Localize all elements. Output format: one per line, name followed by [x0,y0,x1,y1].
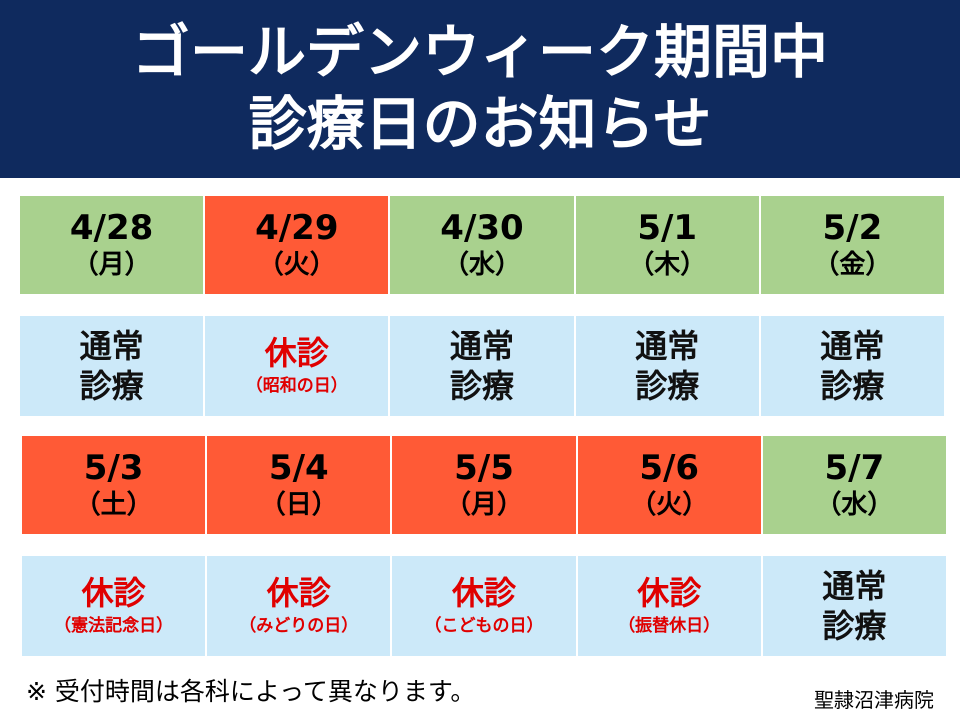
status-text: 通常 [820,327,885,365]
status-text: 診療 [449,367,514,405]
weekday: （火） [257,250,336,280]
holiday-name: （こどもの日） [424,616,544,636]
status-text: 休診 [264,334,329,372]
date: 5/4 [268,448,329,488]
weekday: （木） [628,250,707,280]
day-header: 4/30 （水） [390,196,574,294]
weekday: （日） [259,490,338,520]
title-line: 診療日のお知らせ [248,90,712,158]
day-status: 休診 （振替休日） [577,556,761,656]
hospital-name: 聖隷沼津病院 [814,688,934,712]
weekday: （月） [72,250,151,280]
day-status: 休診 （憲法記念日） [22,556,206,656]
date: 4/28 [69,208,154,248]
status-text: 休診 [451,574,516,612]
weekday: （火） [630,490,709,520]
day-header: 5/4 （日） [207,436,391,534]
date: 4/29 [255,208,339,248]
holiday-name: （憲法記念日） [54,616,174,636]
day-header: 5/2 （金） [760,196,944,294]
status-text: 通常 [449,327,514,365]
date: 5/1 [637,208,698,248]
weekday: （土） [74,490,153,520]
day-status: 通常 診療 [575,316,759,416]
weekday: （水） [815,490,894,520]
day-status: 休診 （みどりの日） [207,556,391,656]
holiday-name: （昭和の日） [245,376,348,396]
day-status: 休診 （昭和の日） [205,316,389,416]
status-text: 休診 [637,574,702,612]
status-text: 休診 [266,574,331,612]
date: 4/30 [440,208,524,248]
weekday: （金） [813,250,892,280]
day-header: 4/28 （月） [20,196,204,294]
status-text: 診療 [822,607,887,645]
footer-note: ※ 受付時間は各科によって異なります。 [26,677,476,706]
day-header: 4/29 （火） [205,196,389,294]
day-header: 5/3 （土） [22,436,206,534]
date: 5/6 [639,448,700,488]
status-text: 通常 [79,327,144,365]
day-status: 休診 （こどもの日） [392,556,576,656]
status-text: 診療 [820,367,885,405]
header: ゴールデンウィーク期間中 診療日のお知らせ [0,0,960,178]
title-line: ゴールデンウィーク期間中 [131,18,828,86]
status-text: 休診 [81,574,146,612]
status-text: 診療 [635,367,700,405]
day-status: 通常 診療 [20,316,204,416]
day-status: 通常 診療 [390,316,574,416]
schedule-table: 4/28 （月） 4/29 （火） 4/30 （水） 5/1 （木） 5/2 （金） 通常 診療 休診（… [20,196,944,416]
weekday: （月） [444,490,523,520]
weekday: （水） [442,250,521,280]
date: 5/7 [824,448,885,488]
day-status: 通常 診療 [760,316,944,416]
date: 5/2 [822,208,883,248]
status-text: 通常 [822,567,887,605]
day-header: 5/5 （月） [392,436,576,534]
day-header: 5/1 （木） [575,196,759,294]
day-status: 通常 診療 [762,556,946,656]
status-text: 診療 [79,367,144,405]
date: 5/3 [83,448,144,488]
schedule-table: 5/3 （土） 5/4 （日） 5/5 （月） 5/6 （火） 5/7 （水） 休診 （憲法記念日）休… [22,436,946,656]
status-text: 通常 [635,327,700,365]
date: 5/5 [454,448,514,488]
day-header: 5/6 （火） [577,436,761,534]
day-header: 5/7 （水） [762,436,946,534]
holiday-name: （みどりの日） [239,616,359,636]
holiday-name: （振替休日） [618,616,721,636]
